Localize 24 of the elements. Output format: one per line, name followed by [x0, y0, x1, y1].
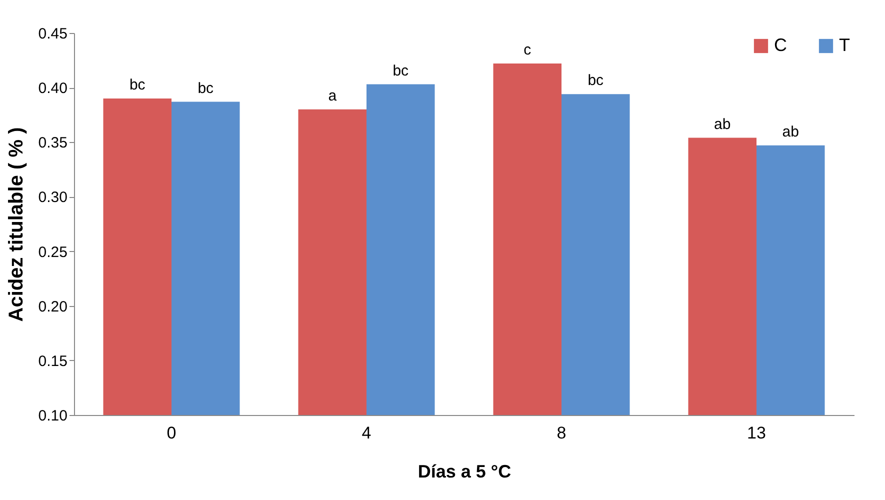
- legend-label: C: [774, 35, 787, 55]
- y-tick-label: 0.35: [38, 134, 68, 152]
- data-label: a: [328, 87, 338, 104]
- data-label: c: [524, 42, 532, 59]
- y-tick-label: 0.10: [38, 408, 68, 424]
- data-label: ab: [782, 123, 799, 140]
- y-tick-label: 0.45: [38, 26, 68, 42]
- y-tick-label: 0.20: [38, 298, 68, 316]
- y-tick-label: 0.30: [38, 189, 68, 206]
- data-label: bc: [198, 80, 214, 97]
- x-tick-label: 8: [556, 424, 566, 442]
- y-tick-label: 0.15: [38, 352, 68, 370]
- legend-label: T: [839, 35, 850, 55]
- y-axis-title: Acidez titulable ( % ): [5, 127, 28, 322]
- data-label: bc: [392, 62, 410, 80]
- x-tick-label: 13: [747, 424, 766, 442]
- x-tick-label: 4: [362, 424, 372, 442]
- data-label: bc: [588, 72, 604, 90]
- data-label: ab: [714, 116, 731, 133]
- y-tick-label: 0.25: [38, 244, 68, 261]
- data-label: bc: [129, 76, 146, 94]
- y-tick-label: 0.40: [38, 80, 68, 98]
- x-tick-label: 0: [166, 424, 176, 442]
- x-axis-title: Días a 5 °C: [418, 462, 512, 482]
